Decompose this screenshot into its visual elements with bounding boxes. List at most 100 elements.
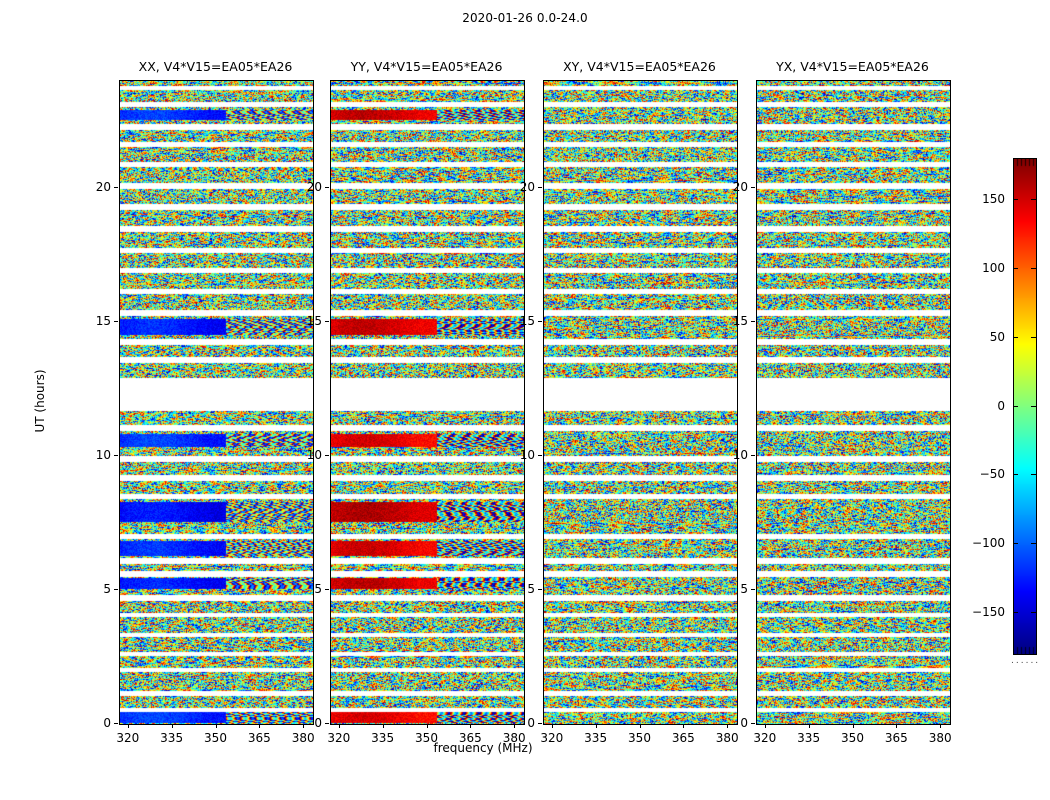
y-tick-mark — [538, 321, 542, 323]
y-tick-mark — [538, 723, 542, 724]
x-tick-label: 380 — [291, 731, 315, 745]
panel-title-yy: YY, V4*V15=EA05*EA26 — [350, 59, 503, 74]
y-tick-label: 15 — [732, 314, 748, 329]
y-tick-label: 20 — [519, 180, 535, 195]
y-tick-mark — [325, 187, 329, 189]
x-tick-mark — [852, 724, 854, 728]
x-tick-label: 335 — [160, 731, 184, 745]
waterfall-image-xy — [544, 81, 737, 724]
x-tick-mark — [127, 724, 129, 728]
y-tick-label: 15 — [519, 314, 535, 329]
x-tick-label: 335 — [797, 731, 821, 745]
panel-title-xy: XY, V4*V15=EA05*EA26 — [563, 59, 716, 74]
colorbar-tick-mark — [1031, 405, 1036, 407]
x-tick-label: 350 — [841, 731, 864, 745]
x-axis-label: frequency (MHz) — [433, 741, 533, 755]
x-tick-label: 365 — [247, 731, 271, 745]
x-tick-mark — [940, 724, 942, 728]
colorbar-tick-mark — [1013, 543, 1018, 544]
colorbar-tick-mark — [1031, 474, 1036, 476]
y-tick-mark — [114, 455, 118, 457]
x-tick-mark — [259, 724, 261, 728]
x-tick-label: 320 — [327, 731, 351, 745]
colorbar-tick-mark — [1013, 199, 1018, 201]
x-tick-mark — [896, 724, 898, 728]
panel-title-xx: XX, V4*V15=EA05*EA26 — [138, 59, 293, 74]
colorbar-tick-mark — [1031, 336, 1036, 338]
y-tick-label: 5 — [314, 582, 322, 597]
y-tick-label: 20 — [732, 180, 748, 195]
x-tick-label: 320 — [540, 731, 564, 745]
y-tick-label: 10 — [95, 448, 111, 463]
colorbar-tick-label: 0 — [997, 398, 1005, 413]
y-tick-label: 5 — [740, 582, 748, 597]
colorbar-tick-mark — [1031, 199, 1036, 201]
y-tick-label: 5 — [103, 582, 111, 597]
x-tick-label: 320 — [116, 731, 140, 745]
x-tick-mark — [303, 724, 305, 728]
x-tick-mark — [639, 724, 641, 728]
x-tick-label: 380 — [928, 731, 952, 745]
y-tick-mark — [751, 321, 755, 323]
x-tick-mark — [171, 724, 173, 728]
x-tick-mark — [426, 724, 428, 728]
colorbar-tick-mark — [1013, 268, 1018, 269]
x-tick-label: 365 — [458, 731, 482, 745]
colorbar-tick-label: 100 — [982, 261, 1005, 275]
y-tick-mark — [751, 589, 755, 591]
x-tick-label: 350 — [204, 731, 227, 745]
colorbar-tick-label: −50 — [979, 467, 1005, 482]
y-tick-label: 10 — [306, 448, 322, 463]
panel-frame-yy — [330, 80, 525, 725]
x-tick-mark — [683, 724, 685, 728]
y-axis-label: UT (hours) — [33, 369, 47, 433]
x-tick-label: 320 — [753, 731, 777, 745]
panel-frame-xy — [543, 80, 738, 725]
y-tick-mark — [325, 589, 329, 591]
y-tick-label: 15 — [306, 314, 322, 329]
y-tick-mark — [114, 187, 118, 189]
y-tick-label: 0 — [103, 716, 111, 730]
colorbar-tick-label: −150 — [972, 604, 1005, 619]
y-tick-mark — [114, 589, 118, 591]
x-tick-mark — [808, 724, 810, 728]
x-tick-label: 365 — [884, 731, 908, 745]
colorbar-tick-mark — [1031, 268, 1036, 269]
y-tick-mark — [751, 723, 755, 724]
y-tick-mark — [114, 321, 118, 323]
colorbar-tick-label: −100 — [972, 536, 1005, 550]
x-tick-label: 350 — [415, 731, 438, 745]
x-tick-mark — [338, 724, 340, 728]
y-tick-label: 20 — [306, 180, 322, 195]
y-tick-label: 0 — [740, 716, 748, 730]
panel-xx: XX, V4*V15=EA05*EA26 — [119, 59, 314, 725]
y-tick-mark — [751, 187, 755, 189]
panel-yx: YX, V4*V15=EA05*EA26 — [756, 59, 951, 725]
x-tick-label: 335 — [371, 731, 395, 745]
x-tick-label: 380 — [715, 731, 739, 745]
y-tick-label: 5 — [527, 582, 535, 597]
colorbar-tick-mark — [1031, 611, 1036, 613]
x-tick-mark — [595, 724, 597, 728]
colorbar-tick-mark — [1013, 405, 1018, 407]
x-tick-mark — [470, 724, 472, 728]
y-tick-label: 15 — [95, 314, 111, 329]
y-tick-mark — [538, 455, 542, 457]
y-tick-mark — [538, 589, 542, 591]
x-tick-mark — [215, 724, 217, 728]
panel-title-yx: YX, V4*V15=EA05*EA26 — [776, 59, 929, 74]
panel-frame-xx — [119, 80, 314, 725]
colorbar-tick-mark — [1013, 474, 1018, 476]
y-tick-label: 0 — [314, 716, 322, 730]
colorbar-gradient — [1013, 158, 1037, 655]
x-tick-mark — [551, 724, 553, 728]
x-tick-label: 335 — [584, 731, 608, 745]
waterfall-image-xx — [120, 81, 313, 724]
waterfall-image-yx — [757, 81, 950, 724]
waterfall-image-yy — [331, 81, 524, 724]
y-tick-label: 10 — [519, 448, 535, 463]
panel-yy: YY, V4*V15=EA05*EA26 — [330, 59, 525, 725]
y-tick-mark — [751, 455, 755, 457]
colorbar-tick-mark — [1013, 611, 1018, 613]
